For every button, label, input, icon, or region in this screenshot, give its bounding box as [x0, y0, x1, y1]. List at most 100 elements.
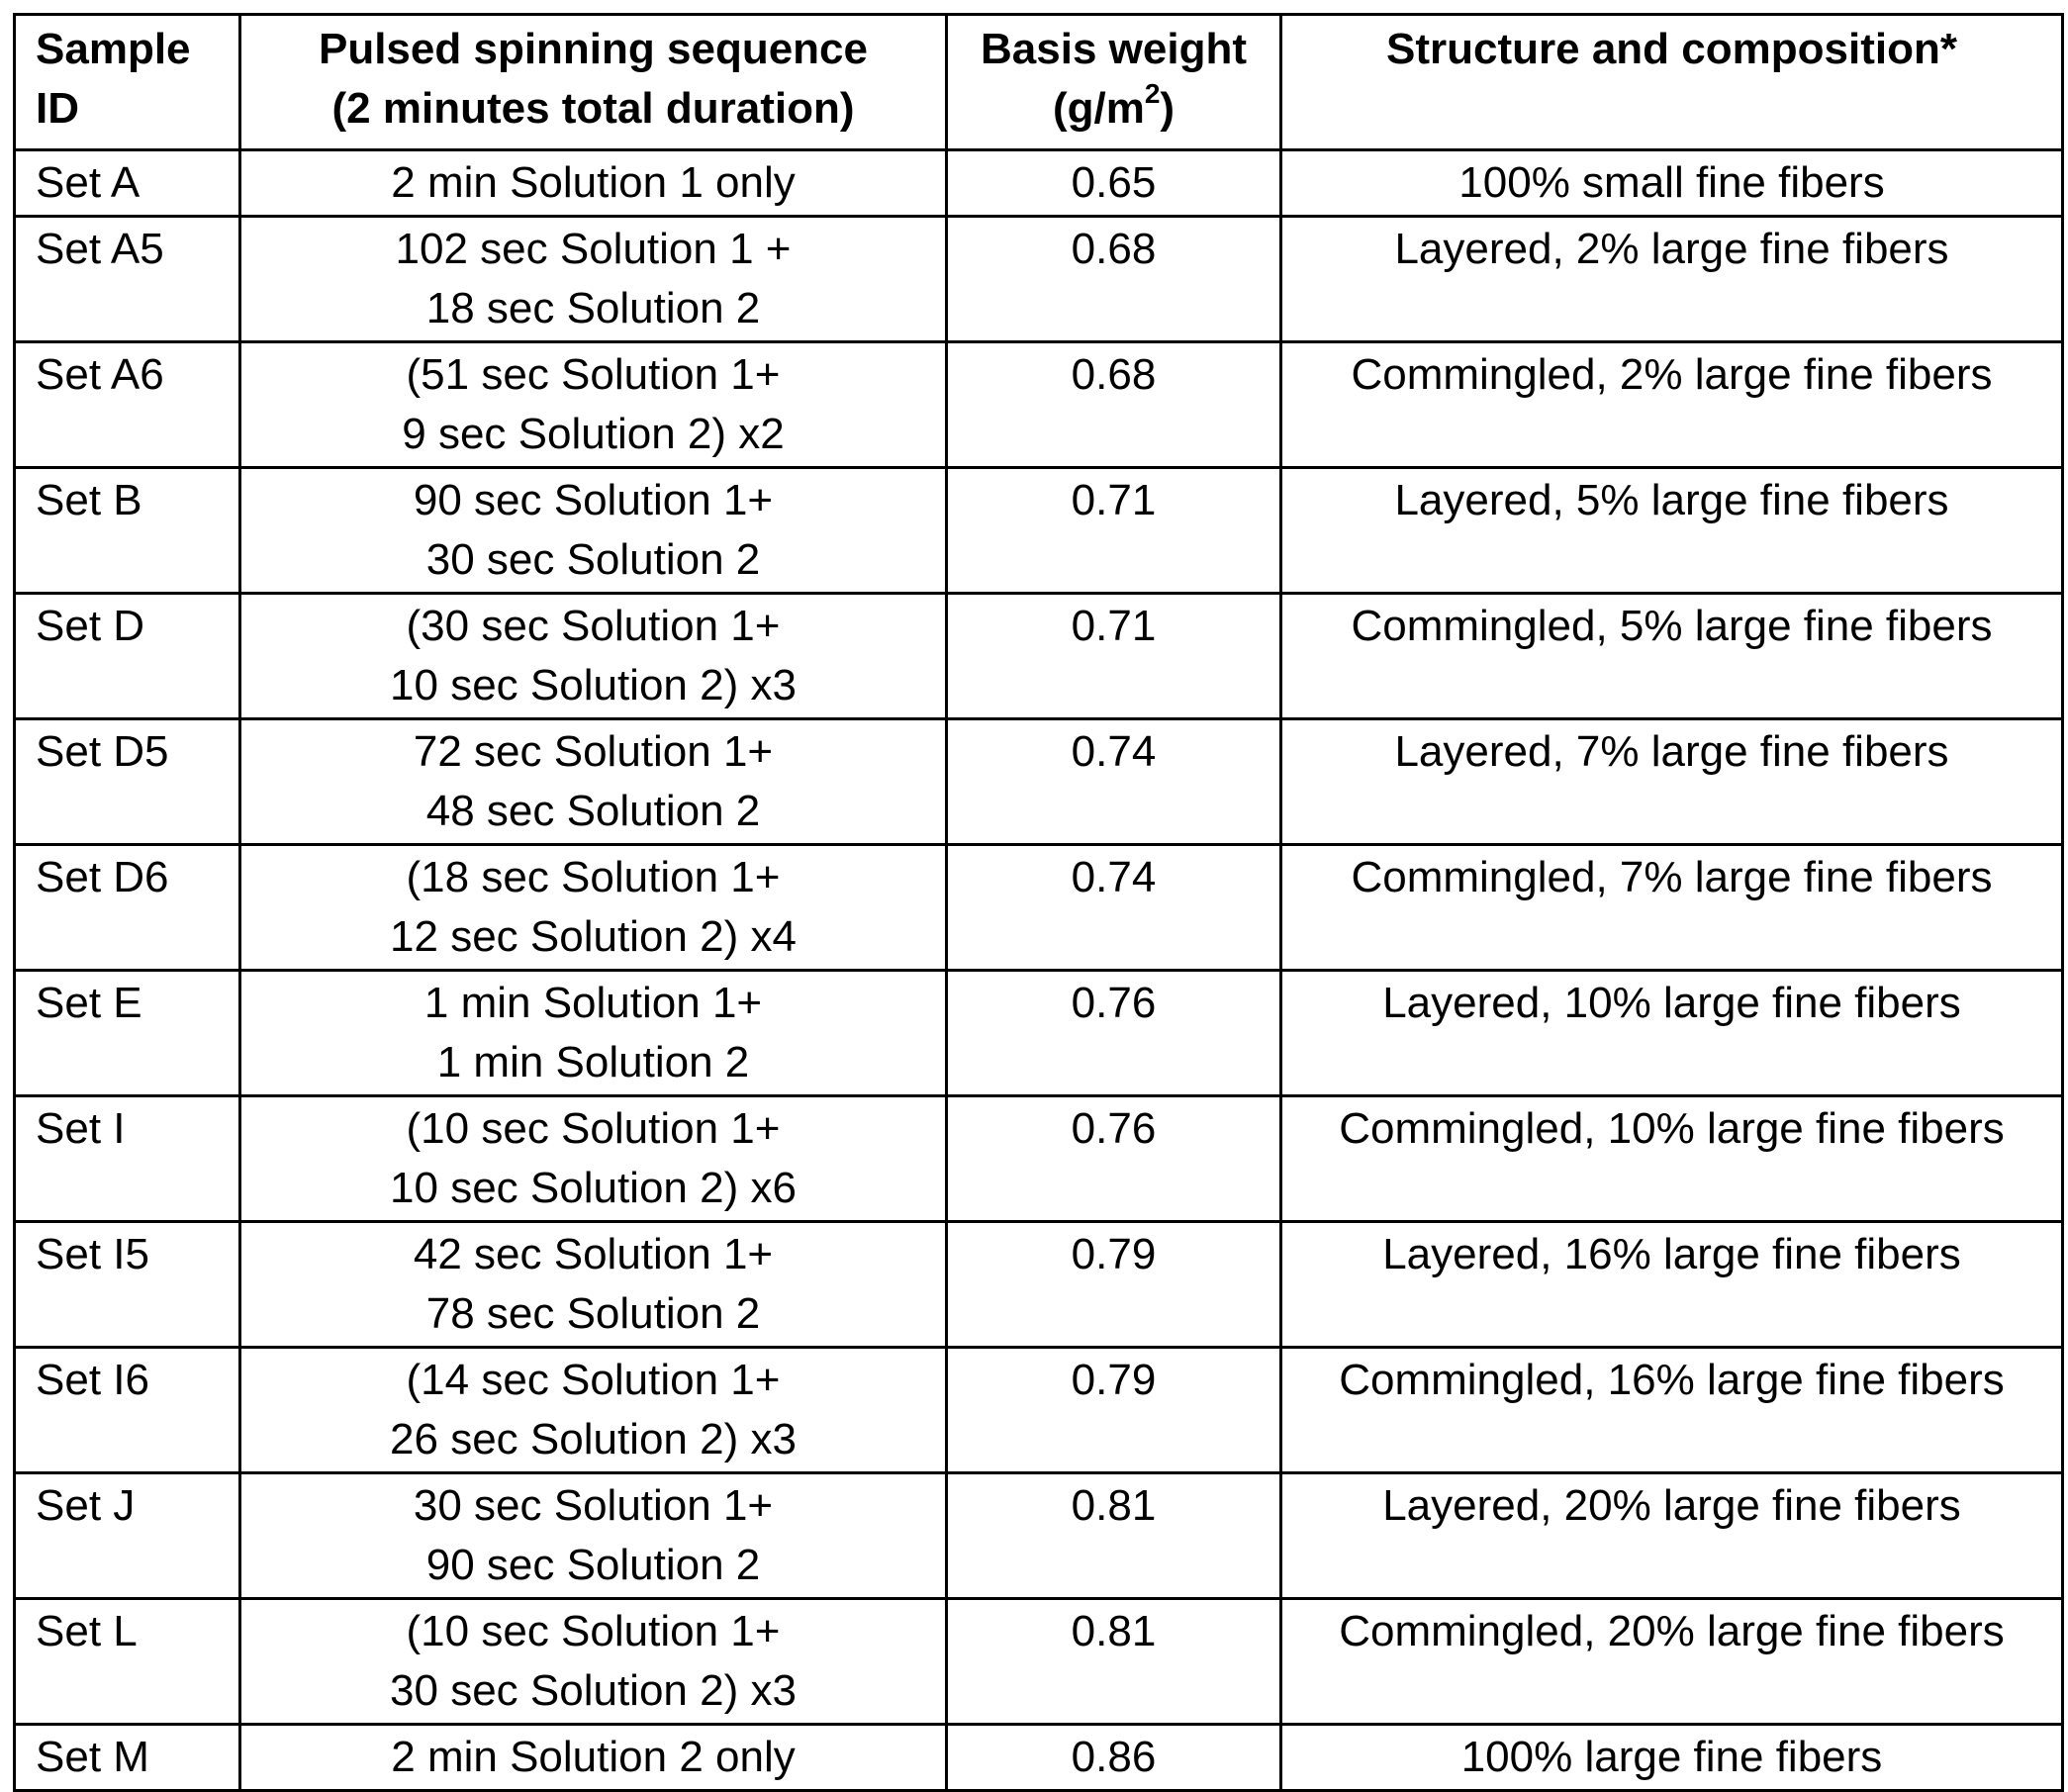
table-row: Set E 1 min Solution 1+ 1 min Solution 2 0.…: [13, 969, 2064, 1097]
cell-sequence-line: (51 sec Solution 1+: [406, 350, 781, 399]
cell-sequence-line: 26 sec Solution 2) x3: [390, 1415, 797, 1463]
header-basis-weight-line1: Basis weight: [981, 25, 1247, 73]
cell-sequence-line: (10 sec Solution 1+: [406, 1104, 781, 1153]
cell-sample-id: Set A5: [13, 215, 241, 343]
cell-structure: Layered, 16% large fine fibers: [1279, 1220, 2064, 1349]
cell-sequence: 30 sec Solution 1+ 90 sec Solution 2: [238, 1471, 948, 1600]
cell-sequence: 1 min Solution 1+ 1 min Solution 2: [238, 969, 948, 1097]
cell-basis-weight: 0.71: [945, 466, 1282, 595]
header-row: Sample ID Pulsed spinning sequence (2 mi…: [13, 13, 2064, 151]
table-row: Set D (30 sec Solution 1+ 10 sec Solution …: [13, 592, 2064, 720]
cell-sequence-line: 90 sec Solution 2: [425, 1541, 761, 1589]
cell-sequence: (10 sec Solution 1+ 10 sec Solution 2) x6: [238, 1094, 948, 1223]
table-row: Set M 2 min Solution 2 only 0.86 100% large…: [13, 1723, 2064, 1792]
cell-sample-id: Set I: [13, 1094, 241, 1223]
cell-basis-weight: 0.74: [945, 717, 1282, 846]
cell-sequence-line: 18 sec Solution 2: [425, 284, 761, 332]
cell-structure: Commingled, 10% large fine fibers: [1279, 1094, 2064, 1223]
cell-sequence: 42 sec Solution 1+ 78 sec Solution 2: [238, 1220, 948, 1349]
page: { "table": { "headers": { "sample_id": […: [13, 13, 2064, 1792]
table-row: Set D5 72 sec Solution 1+ 48 sec Solution …: [13, 717, 2064, 846]
header-sequence-line1: Pulsed spinning sequence: [318, 25, 868, 73]
cell-sequence: (10 sec Solution 1+ 30 sec Solution 2) x3: [238, 1597, 948, 1726]
cell-sequence-line: 30 sec Solution 1+: [413, 1481, 774, 1530]
header-structure-line1: Structure and composition*: [1386, 25, 1957, 73]
cell-structure: Commingled, 20% large fine fibers: [1279, 1597, 2064, 1726]
cell-sample-id: Set D6: [13, 843, 241, 972]
header-structure: Structure and composition*: [1279, 13, 2064, 151]
cell-sequence: 102 sec Solution 1 + 18 sec Solution 2: [238, 215, 948, 343]
cell-basis-weight: 0.76: [945, 1094, 1282, 1223]
cell-sample-id: Set A: [13, 148, 241, 218]
table-body: Set A 2 min Solution 1 only 0.65 100% small…: [13, 148, 2064, 1792]
cell-structure: Commingled, 5% large fine fibers: [1279, 592, 2064, 720]
cell-sequence-line: 10 sec Solution 2) x3: [390, 661, 797, 709]
table-row: Set J 30 sec Solution 1+ 90 sec Solution 2…: [13, 1471, 2064, 1600]
cell-structure: Layered, 5% large fine fibers: [1279, 466, 2064, 595]
header-sample-id-line1: Sample: [36, 25, 191, 73]
cell-sample-id: Set A6: [13, 340, 241, 469]
cell-sample-id: Set I5: [13, 1220, 241, 1349]
table-row: Set A5 102 sec Solution 1 + 18 sec Solutio…: [13, 215, 2064, 343]
cell-sample-id: Set D5: [13, 717, 241, 846]
header-basis-weight: Basis weight (g/m2): [945, 13, 1282, 151]
header-sequence: Pulsed spinning sequence (2 minutes tota…: [238, 13, 948, 151]
cell-basis-weight: 0.86: [945, 1723, 1282, 1792]
cell-sequence: 2 min Solution 1 only: [238, 148, 948, 218]
table-container: Sample ID Pulsed spinning sequence (2 mi…: [13, 13, 2064, 1792]
cell-basis-weight: 0.81: [945, 1597, 1282, 1726]
table-row: Set I6 (14 sec Solution 1+ 26 sec Solution…: [13, 1346, 2064, 1474]
cell-basis-weight: 0.68: [945, 215, 1282, 343]
header-sample-id: Sample ID: [13, 13, 241, 151]
cell-basis-weight: 0.81: [945, 1471, 1282, 1600]
cell-sequence: (51 sec Solution 1+ 9 sec Solution 2) x2: [238, 340, 948, 469]
cell-basis-weight: 0.74: [945, 843, 1282, 972]
table-row: Set A6 (51 sec Solution 1+ 9 sec Solution …: [13, 340, 2064, 469]
table-row: Set D6 (18 sec Solution 1+ 12 sec Solution…: [13, 843, 2064, 972]
header-basis-weight-unit: (g/m2): [968, 79, 1260, 139]
cell-sequence-line: 12 sec Solution 2) x4: [390, 912, 797, 961]
cell-sequence-line: 102 sec Solution 1 +: [395, 225, 792, 273]
cell-sequence-line: (10 sec Solution 1+: [406, 1607, 781, 1655]
cell-sample-id: Set J: [13, 1471, 241, 1600]
cell-sequence-line: (18 sec Solution 1+: [406, 853, 781, 901]
cell-sequence-line: 48 sec Solution 2: [425, 787, 761, 835]
cell-sample-id: Set B: [13, 466, 241, 595]
cell-sequence: 2 min Solution 2 only: [238, 1723, 948, 1792]
cell-sequence-line: 72 sec Solution 1+: [413, 727, 774, 776]
cell-sample-id: Set I6: [13, 1346, 241, 1474]
cell-basis-weight: 0.76: [945, 969, 1282, 1097]
cell-basis-weight: 0.65: [945, 148, 1282, 218]
cell-sample-id: Set E: [13, 969, 241, 1097]
table-row: Set I (10 sec Solution 1+ 10 sec Solution …: [13, 1094, 2064, 1223]
cell-sequence: (14 sec Solution 1+ 26 sec Solution 2) x3: [238, 1346, 948, 1474]
cell-structure: Commingled, 16% large fine fibers: [1279, 1346, 2064, 1474]
cell-sequence-line: 10 sec Solution 2) x6: [390, 1164, 797, 1212]
unit-base: (g/m: [1052, 84, 1145, 133]
cell-basis-weight: 0.79: [945, 1220, 1282, 1349]
cell-structure: Layered, 20% large fine fibers: [1279, 1471, 2064, 1600]
table-row: Set B 90 sec Solution 1+ 30 sec Solution 2…: [13, 466, 2064, 595]
unit-close: ): [1160, 84, 1175, 133]
header-sequence-line2: (2 minutes total duration): [331, 84, 855, 133]
cell-sample-id: Set M: [13, 1723, 241, 1792]
cell-structure: Commingled, 2% large fine fibers: [1279, 340, 2064, 469]
cell-sequence: 72 sec Solution 1+ 48 sec Solution 2: [238, 717, 948, 846]
cell-sequence-line: 1 min Solution 1+: [423, 979, 763, 1027]
cell-structure: 100% small fine fibers: [1279, 148, 2064, 218]
cell-sequence: (18 sec Solution 1+ 12 sec Solution 2) x4: [238, 843, 948, 972]
cell-sequence-line: (14 sec Solution 1+: [406, 1356, 781, 1404]
cell-sequence-line: 78 sec Solution 2: [425, 1289, 761, 1338]
cell-sequence-line: 2 min Solution 2 only: [391, 1733, 796, 1781]
table-row: Set A 2 min Solution 1 only 0.65 100% small…: [13, 148, 2064, 218]
table-row: Set I5 42 sec Solution 1+ 78 sec Solution …: [13, 1220, 2064, 1349]
cell-structure: Layered, 10% large fine fibers: [1279, 969, 2064, 1097]
cell-sequence-line: 1 min Solution 2: [436, 1038, 750, 1086]
header-sample-id-line2: ID: [36, 84, 79, 133]
cell-structure: Layered, 7% large fine fibers: [1279, 717, 2064, 846]
table-row: Set L (10 sec Solution 1+ 30 sec Solution …: [13, 1597, 2064, 1726]
cell-sample-id: Set L: [13, 1597, 241, 1726]
cell-sample-id: Set D: [13, 592, 241, 720]
cell-basis-weight: 0.79: [945, 1346, 1282, 1474]
cell-sequence-line: 42 sec Solution 1+: [413, 1230, 774, 1278]
